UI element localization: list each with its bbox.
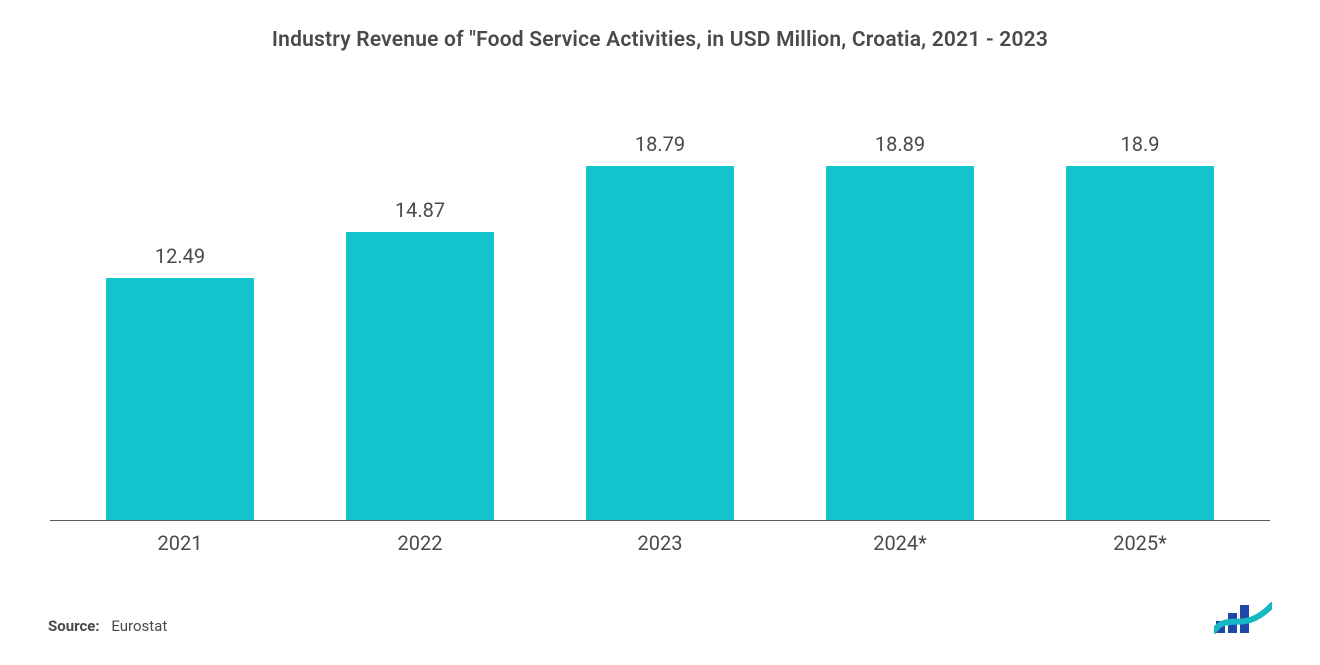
bar-value-label: 18.9 bbox=[1121, 132, 1160, 156]
bar-slot: 18.9 bbox=[1020, 132, 1260, 520]
bar-slot: 14.87 bbox=[300, 132, 540, 520]
bar-slot: 18.79 bbox=[540, 132, 780, 520]
chart-container: Industry Revenue of "Food Service Activi… bbox=[0, 0, 1320, 665]
chart-footer: Source: Eurostat bbox=[40, 601, 1280, 635]
bar-value-label: 18.79 bbox=[635, 132, 685, 156]
source-value: Eurostat bbox=[111, 617, 167, 635]
bar-value-label: 14.87 bbox=[395, 198, 445, 222]
source-line: Source: Eurostat bbox=[48, 617, 167, 635]
bar-value-label: 18.89 bbox=[875, 132, 925, 156]
bar-value-label: 12.49 bbox=[155, 244, 205, 268]
x-axis: 2021202220232024*2025* bbox=[50, 531, 1270, 555]
bar-slot: 12.49 bbox=[60, 132, 300, 520]
plot-area: 12.49 14.87 18.79 18.89 18.9 bbox=[50, 72, 1270, 521]
brand-logo bbox=[1214, 601, 1272, 635]
logo-icon bbox=[1214, 601, 1272, 635]
bar bbox=[826, 166, 975, 520]
bar-slot: 18.89 bbox=[780, 132, 1020, 520]
x-tick-label: 2025* bbox=[1020, 531, 1260, 555]
bar bbox=[1066, 166, 1215, 520]
source-label: Source: bbox=[48, 617, 100, 635]
x-tick-label: 2022 bbox=[300, 531, 540, 555]
chart-title: Industry Revenue of "Food Service Activi… bbox=[40, 28, 1280, 52]
x-tick-label: 2024* bbox=[780, 531, 1020, 555]
x-tick-label: 2023 bbox=[540, 531, 780, 555]
bar bbox=[106, 278, 255, 520]
bar bbox=[346, 232, 495, 520]
bar bbox=[586, 166, 735, 520]
x-tick-label: 2021 bbox=[60, 531, 300, 555]
